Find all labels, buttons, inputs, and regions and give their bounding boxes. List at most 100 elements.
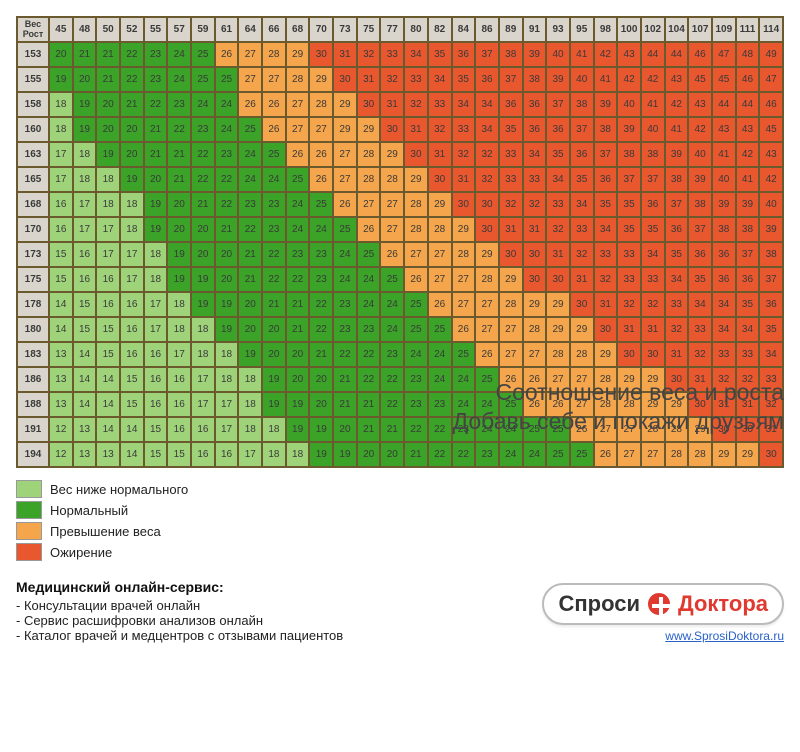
weight-header: 111 — [736, 17, 760, 42]
bmi-cell: 38 — [712, 217, 736, 242]
bmi-cell: 19 — [238, 342, 262, 367]
bmi-cell: 17 — [49, 142, 73, 167]
site-url[interactable]: www.SprosiDoktora.ru — [665, 629, 784, 643]
bmi-cell: 39 — [736, 192, 760, 217]
bmi-cell: 31 — [499, 217, 523, 242]
bmi-cell: 14 — [73, 392, 97, 417]
height-header: 163 — [17, 142, 49, 167]
bmi-cell: 30 — [475, 192, 499, 217]
bmi-cell: 23 — [215, 142, 239, 167]
bmi-cell: 28 — [688, 442, 712, 467]
bmi-cell: 13 — [96, 442, 120, 467]
bmi-cell: 20 — [357, 442, 381, 467]
legend-swatch — [16, 480, 42, 498]
weight-header: 80 — [404, 17, 428, 42]
bmi-cell: 27 — [452, 292, 476, 317]
bmi-cell: 31 — [333, 42, 357, 67]
bmi-cell: 34 — [641, 242, 665, 267]
bmi-cell: 27 — [309, 117, 333, 142]
bmi-cell: 36 — [712, 242, 736, 267]
bmi-cell: 12 — [49, 417, 73, 442]
bmi-cell: 26 — [309, 167, 333, 192]
bmi-cell: 32 — [475, 167, 499, 192]
legend-label: Вес ниже нормального — [50, 482, 188, 497]
bmi-cell: 32 — [452, 142, 476, 167]
bmi-cell: 18 — [96, 192, 120, 217]
bmi-cell: 18 — [238, 392, 262, 417]
bmi-cell: 24 — [191, 92, 215, 117]
bmi-cell: 31 — [617, 317, 641, 342]
bmi-cell: 37 — [499, 67, 523, 92]
bmi-cell: 22 — [191, 167, 215, 192]
bmi-cell: 46 — [688, 42, 712, 67]
bmi-cell: 24 — [428, 342, 452, 367]
bmi-cell: 44 — [712, 92, 736, 117]
plus-icon — [646, 591, 672, 617]
bmi-cell: 23 — [286, 242, 310, 267]
bmi-cell: 19 — [191, 267, 215, 292]
bmi-cell: 42 — [594, 42, 618, 67]
bmi-cell: 23 — [333, 292, 357, 317]
bmi-cell: 22 — [262, 242, 286, 267]
bmi-cell: 23 — [167, 92, 191, 117]
bmi-cell: 25 — [570, 442, 594, 467]
bmi-cell: 33 — [617, 267, 641, 292]
weight-header: 107 — [688, 17, 712, 42]
bmi-cell: 33 — [404, 67, 428, 92]
bmi-cell: 43 — [617, 42, 641, 67]
bmi-cell: 39 — [523, 42, 547, 67]
bmi-cell: 19 — [167, 242, 191, 267]
bmi-cell: 26 — [428, 292, 452, 317]
height-header: 170 — [17, 217, 49, 242]
bmi-cell: 33 — [570, 217, 594, 242]
bmi-cell: 28 — [404, 192, 428, 217]
bmi-cell: 34 — [475, 117, 499, 142]
bmi-cell: 16 — [215, 442, 239, 467]
bmi-cell: 24 — [404, 342, 428, 367]
bmi-cell: 27 — [641, 442, 665, 467]
bmi-cell: 22 — [357, 367, 381, 392]
bmi-cell: 33 — [546, 192, 570, 217]
bmi-cell: 39 — [688, 167, 712, 192]
bmi-cell: 14 — [49, 317, 73, 342]
bmi-cell: 20 — [309, 392, 333, 417]
bmi-cell: 36 — [641, 192, 665, 217]
bmi-cell: 19 — [73, 92, 97, 117]
bmi-cell: 28 — [309, 92, 333, 117]
bmi-cell: 41 — [570, 42, 594, 67]
bmi-cell: 35 — [570, 167, 594, 192]
bmi-cell: 30 — [594, 317, 618, 342]
weight-header: 77 — [380, 17, 404, 42]
bmi-cell: 26 — [215, 42, 239, 67]
bmi-cell: 18 — [191, 317, 215, 342]
bmi-cell: 34 — [475, 92, 499, 117]
bmi-cell: 24 — [286, 217, 310, 242]
bmi-cell: 21 — [144, 142, 168, 167]
logo[interactable]: Спроси Доктора — [542, 583, 784, 625]
bmi-cell: 18 — [286, 442, 310, 467]
bmi-cell: 27 — [262, 67, 286, 92]
bmi-cell: 20 — [191, 217, 215, 242]
bmi-cell: 41 — [641, 92, 665, 117]
bmi-cell: 28 — [286, 67, 310, 92]
bmi-cell: 37 — [546, 92, 570, 117]
bmi-cell: 16 — [167, 392, 191, 417]
bmi-cell: 23 — [309, 267, 333, 292]
bmi-cell: 16 — [144, 367, 168, 392]
bmi-cell: 27 — [380, 192, 404, 217]
bmi-cell: 19 — [286, 392, 310, 417]
bmi-cell: 17 — [144, 292, 168, 317]
bmi-cell: 22 — [144, 92, 168, 117]
bmi-cell: 17 — [215, 392, 239, 417]
bmi-cell: 36 — [452, 42, 476, 67]
bmi-cell: 30 — [523, 267, 547, 292]
bmi-cell: 39 — [546, 67, 570, 92]
bmi-cell: 32 — [357, 42, 381, 67]
bmi-cell: 18 — [167, 317, 191, 342]
bmi-cell: 25 — [404, 317, 428, 342]
bmi-cell: 18 — [167, 292, 191, 317]
bmi-cell: 42 — [641, 67, 665, 92]
bmi-cell: 28 — [404, 217, 428, 242]
bmi-cell: 38 — [594, 117, 618, 142]
weight-header: 68 — [286, 17, 310, 42]
